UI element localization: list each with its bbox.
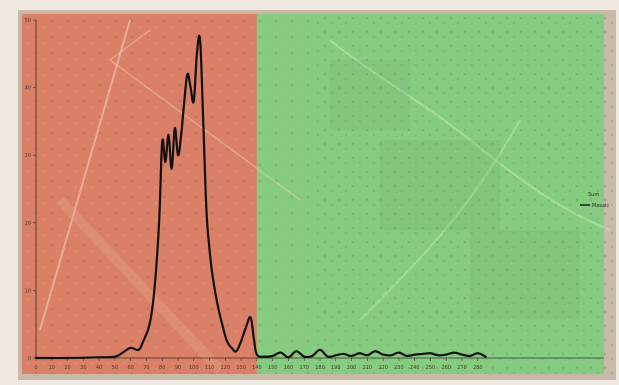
dirt-road-2 xyxy=(108,29,301,201)
x-tick-label: 200 xyxy=(347,365,357,371)
x-tick-label: 210 xyxy=(363,365,373,371)
x-tick-label: 0 xyxy=(34,365,37,371)
field-strip xyxy=(56,196,224,374)
x-tick-label: 240 xyxy=(410,365,420,371)
x-tick-label: 190 xyxy=(331,365,341,371)
settlement-block-1 xyxy=(380,140,500,230)
x-tick-label: 270 xyxy=(457,365,467,371)
x-tick-label: 60 xyxy=(127,365,133,371)
y-tick-label: 50 xyxy=(25,18,31,24)
x-tick-label: 170 xyxy=(299,365,309,371)
field-texture xyxy=(22,14,312,374)
settlement-block-2 xyxy=(470,230,580,320)
x-tick-label: 110 xyxy=(205,365,215,371)
x-tick-label: 80 xyxy=(159,365,165,371)
dirt-road-1 xyxy=(39,19,131,331)
y-tick-label: 40 xyxy=(25,86,31,92)
x-axis-ticks: 0 10 20 30 40 50 60 70 80 90 100 110 120 130 140 150 160… xyxy=(34,358,483,371)
x-tick-label: 50 xyxy=(112,365,118,371)
y-tick-label: 0 xyxy=(28,356,31,362)
x-tick-label: 20 xyxy=(64,365,70,371)
legend-entry-mosaic: Mosaic xyxy=(592,203,609,209)
legend-title: Sum xyxy=(588,192,599,198)
village-road-1 xyxy=(329,39,611,231)
x-tick-label: 120 xyxy=(221,365,231,371)
y-tick-label: 30 xyxy=(25,153,31,159)
y-tick-label: 20 xyxy=(25,221,31,227)
x-tick-label: 220 xyxy=(378,365,388,371)
map-texture-decoration xyxy=(22,14,614,374)
x-tick-label: 180 xyxy=(315,365,325,371)
x-tick-label: 230 xyxy=(394,365,404,371)
x-tick-label: 90 xyxy=(175,365,181,371)
x-tick-label: 10 xyxy=(49,365,55,371)
x-tick-label: 250 xyxy=(426,365,436,371)
x-tick-label: 160 xyxy=(284,365,294,371)
settlement-block-3 xyxy=(330,60,410,130)
x-tick-label: 150 xyxy=(268,365,278,371)
x-tick-label: 100 xyxy=(189,365,199,371)
x-tick-label: 140 xyxy=(252,365,262,371)
series-layer xyxy=(34,34,487,360)
legend: Sum Mosaic xyxy=(580,192,609,209)
x-tick-label: 280 xyxy=(473,365,483,371)
x-tick-label: 130 xyxy=(236,365,246,371)
vegetation-texture xyxy=(312,14,614,374)
x-tick-label: 70 xyxy=(143,365,149,371)
y-axis-ticks: 0 10 20 30 40 50 xyxy=(25,18,36,362)
x-tick-label: 30 xyxy=(80,365,86,371)
series-line-mosaic xyxy=(34,34,487,360)
village-road-2 xyxy=(359,119,521,321)
x-tick-label: 260 xyxy=(441,365,451,371)
x-tick-label: 40 xyxy=(96,365,102,371)
y-tick-label: 10 xyxy=(25,288,31,294)
